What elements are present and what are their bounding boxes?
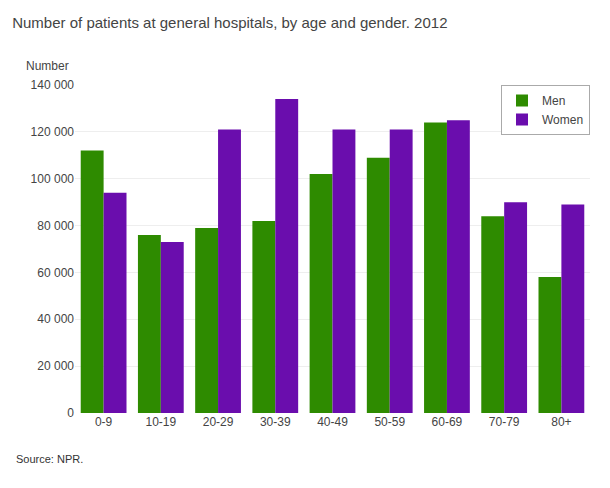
svg-text:40 000: 40 000 (37, 312, 74, 326)
svg-text:80+: 80+ (551, 415, 571, 429)
svg-text:10-19: 10-19 (145, 415, 176, 429)
svg-text:Number of patients at general: Number of patients at general hospitals,… (12, 14, 447, 31)
svg-text:20-29: 20-29 (203, 415, 234, 429)
svg-text:80 000: 80 000 (37, 219, 74, 233)
svg-text:Men: Men (542, 94, 565, 108)
svg-text:40-49: 40-49 (317, 415, 348, 429)
svg-text:140 000: 140 000 (31, 78, 75, 92)
svg-text:Number: Number (26, 59, 69, 73)
svg-text:100 000: 100 000 (31, 172, 75, 186)
svg-text:20 000: 20 000 (37, 359, 74, 373)
svg-text:0: 0 (67, 406, 74, 420)
svg-text:Source: NPR.: Source: NPR. (16, 453, 83, 465)
svg-text:60 000: 60 000 (37, 266, 74, 280)
svg-text:0-9: 0-9 (95, 415, 113, 429)
svg-text:50-59: 50-59 (374, 415, 405, 429)
svg-text:60-69: 60-69 (432, 415, 463, 429)
svg-text:70-79: 70-79 (489, 415, 520, 429)
svg-text:120 000: 120 000 (31, 125, 75, 139)
svg-text:Women: Women (542, 113, 583, 127)
svg-text:30-39: 30-39 (260, 415, 291, 429)
